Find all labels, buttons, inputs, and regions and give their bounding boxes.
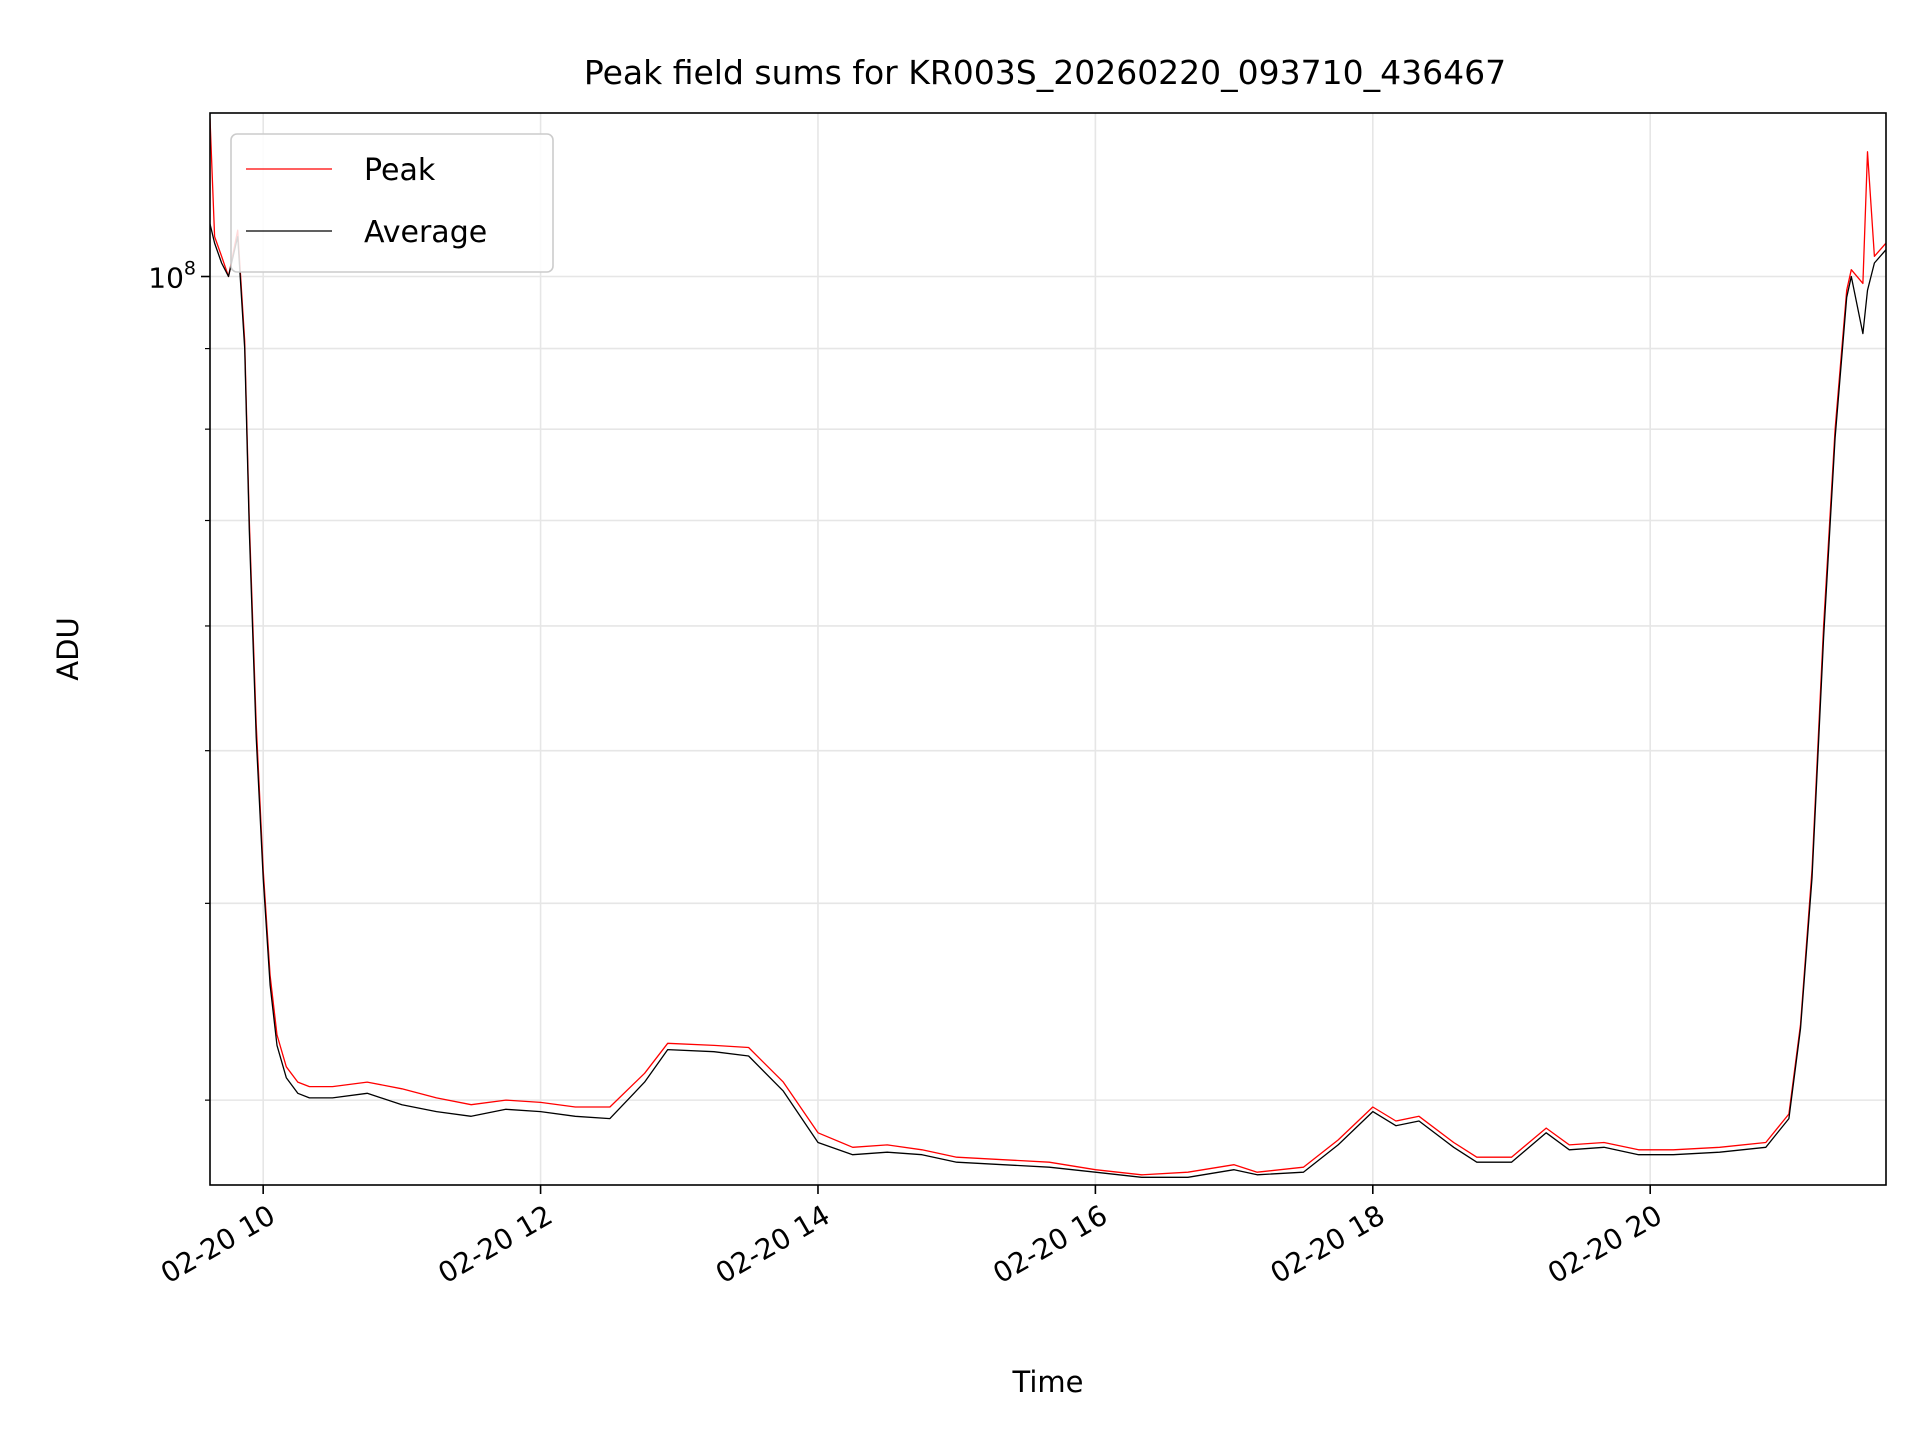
series-layer xyxy=(210,118,1886,1178)
x-axis-label: Time xyxy=(1012,1365,1084,1399)
y-tick-label: 108 xyxy=(148,258,196,295)
series-line-peak xyxy=(210,118,1886,1176)
plot-area-frame xyxy=(209,112,1887,1186)
series-line-average xyxy=(210,223,1886,1178)
chart-title: Peak field sums for KR003S_20260220_0937… xyxy=(584,53,1506,92)
legend-label-average: Average xyxy=(364,215,487,250)
legend: Peak Average xyxy=(230,133,554,273)
y-axis-label: ADU xyxy=(51,617,85,680)
legend-label-peak: Peak xyxy=(364,153,436,188)
grid-lines xyxy=(210,113,1886,1185)
y-axis-ticks: 108 xyxy=(148,258,210,1101)
